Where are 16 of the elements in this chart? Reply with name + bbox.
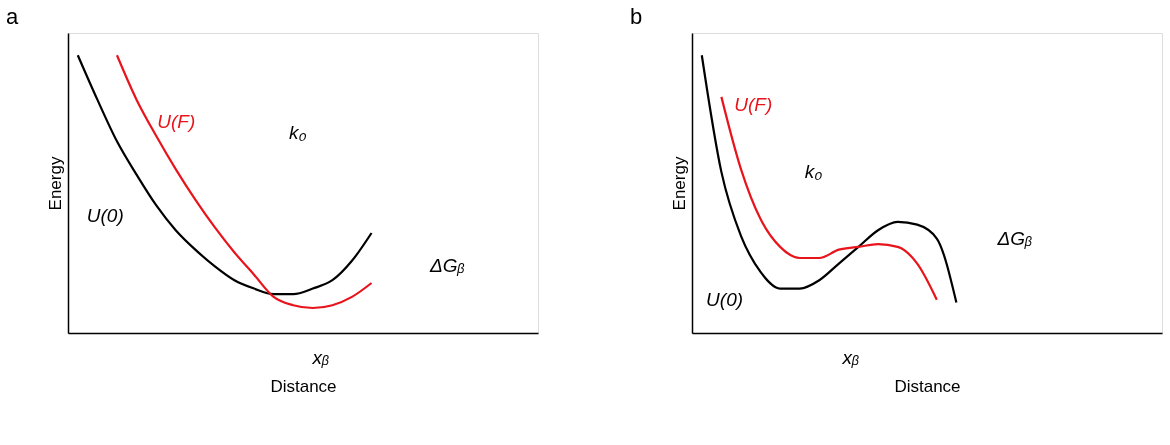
x-axis-title: Distance: [894, 376, 961, 396]
series-label: U(F): [734, 94, 773, 116]
series-label: U(F): [157, 110, 196, 132]
annotation: ΔGᵦ: [428, 255, 466, 277]
y-axis-title: Energy: [45, 156, 65, 211]
annotation: ΔGᵦ: [996, 227, 1033, 249]
text: xᵦ: [841, 347, 860, 368]
annotation: k₀: [804, 160, 823, 182]
series-label: U(0): [706, 288, 744, 310]
chart-title: b: [630, 4, 643, 29]
series-label: U(0): [86, 205, 124, 227]
annotation: k₀: [288, 122, 307, 143]
chart-title: a: [6, 4, 19, 29]
y-axis-title: Energy: [669, 156, 689, 211]
text: xᵦ: [311, 347, 330, 368]
x-axis-title: Distance: [270, 376, 337, 396]
